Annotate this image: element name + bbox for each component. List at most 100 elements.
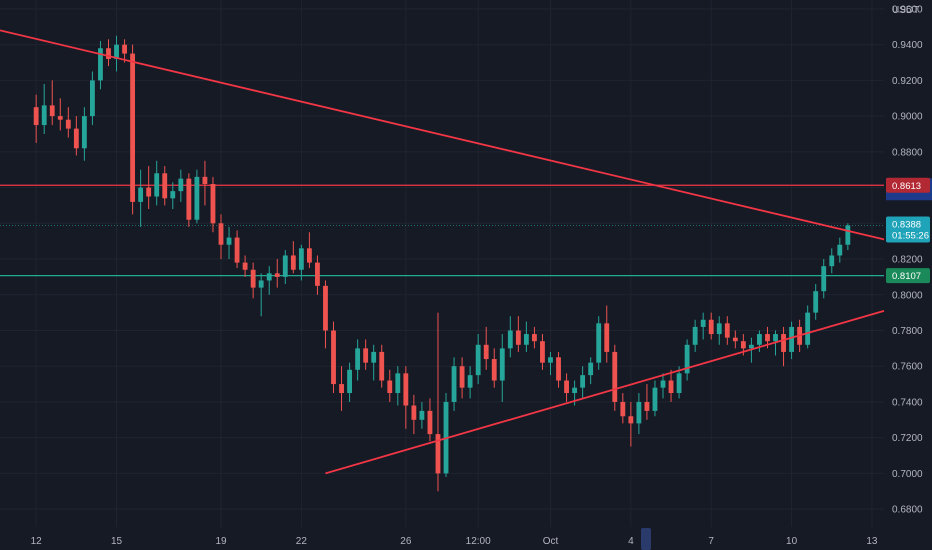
candle-up [298,244,304,281]
candle-down [668,369,674,402]
candle-body [556,357,561,381]
candle-body [467,375,473,388]
candle-body [829,255,835,267]
candle-body [507,330,513,349]
candle-body [218,223,224,245]
candle-body [757,334,762,345]
hline-price-tag-text: 0.8613 [892,181,921,192]
hline-price-tag: 0.8107 [886,268,930,284]
candle-down [290,241,296,274]
candle-up [258,273,264,317]
candle-body [748,344,754,349]
candle-up [138,169,144,227]
candle-up [282,250,288,285]
candle-body [130,53,136,202]
candle-down [331,321,336,394]
candle-body [146,187,152,197]
candle-up [90,71,95,126]
candle-up [355,339,361,381]
candle-body [564,380,569,394]
candle-body [41,105,47,126]
axes: 0.96000.94000.92000.90000.88000.86000.84… [31,4,932,550]
candle-body [716,323,722,335]
trendline[interactable] [0,29,885,241]
last-price-tag-bg [886,216,930,243]
candle-up [805,305,811,349]
candle-body [837,244,843,256]
candle-down [65,107,71,138]
x-tick-label: 13 [866,536,878,547]
x-tick-label: 12:00 [466,536,491,547]
candle-body [491,359,497,381]
candle-down [411,394,417,435]
candle-body [49,105,55,117]
candle-up [154,160,160,206]
candle-body [306,248,312,263]
candle-down [250,262,256,299]
candle-up [757,330,762,352]
candle-up [178,169,184,202]
candle-body [572,387,578,394]
candle-body [194,176,200,220]
candle-body [580,375,586,388]
candle-down [210,176,216,233]
hline-price-tag-text: 0.8107 [892,271,921,282]
candle-body [668,380,674,394]
candle-up [789,321,794,360]
candle-body [290,255,296,270]
candle-body [379,351,385,381]
candle-down [339,366,344,411]
candle-up [499,334,505,402]
candle-up [41,83,47,134]
candle-up [114,35,119,72]
hline-price-tag: 0.8613 [886,177,930,193]
currency-label: USDT [892,5,919,16]
candle-body [106,48,111,59]
candle-body [845,225,851,245]
candle-up [588,357,594,385]
y-tick-label: 0.9400 [892,40,923,51]
y-tick-label: 0.7000 [892,469,923,480]
x-tick-label: 12 [31,536,43,547]
y-tick-label: 0.8200 [892,255,923,266]
candle-up [829,248,835,274]
candle-up [467,366,473,399]
candle-down [57,98,63,131]
candles [33,35,851,492]
last-price-tag-countdown: 01:55:26 [892,230,929,241]
candle-body [781,334,786,352]
y-tick-label: 0.9600 [892,4,923,15]
candle-up [226,226,232,260]
candle-up [170,182,176,210]
candle-body [451,366,457,402]
candle-body [65,119,71,129]
candle-body [732,337,738,342]
candle-body [523,334,529,345]
hline-price-tag-bg [886,177,930,193]
candle-up [821,259,827,299]
candle-up [716,316,722,345]
candle-up [419,401,425,429]
candle-up [845,223,851,251]
candle-up [660,373,666,399]
candle-up [347,362,352,402]
trendline[interactable] [325,309,885,475]
candle-body [347,369,352,394]
y-tick-label: 0.7800 [892,326,923,337]
x-tick-label: 15 [111,536,123,547]
candle-down [644,384,650,420]
y-tick-label: 0.9200 [892,76,923,87]
candle-down [274,259,280,288]
candle-body [628,416,634,424]
time-marker[interactable] [641,528,651,550]
candle-down [379,344,385,388]
candle-up [371,344,377,381]
candle-down [483,326,489,370]
candle-body [387,380,393,394]
candle-down [186,173,192,227]
candle-up [580,366,586,399]
candle-up [548,351,553,376]
y-tick-label: 0.8000 [892,290,923,301]
candle-body [684,344,690,374]
